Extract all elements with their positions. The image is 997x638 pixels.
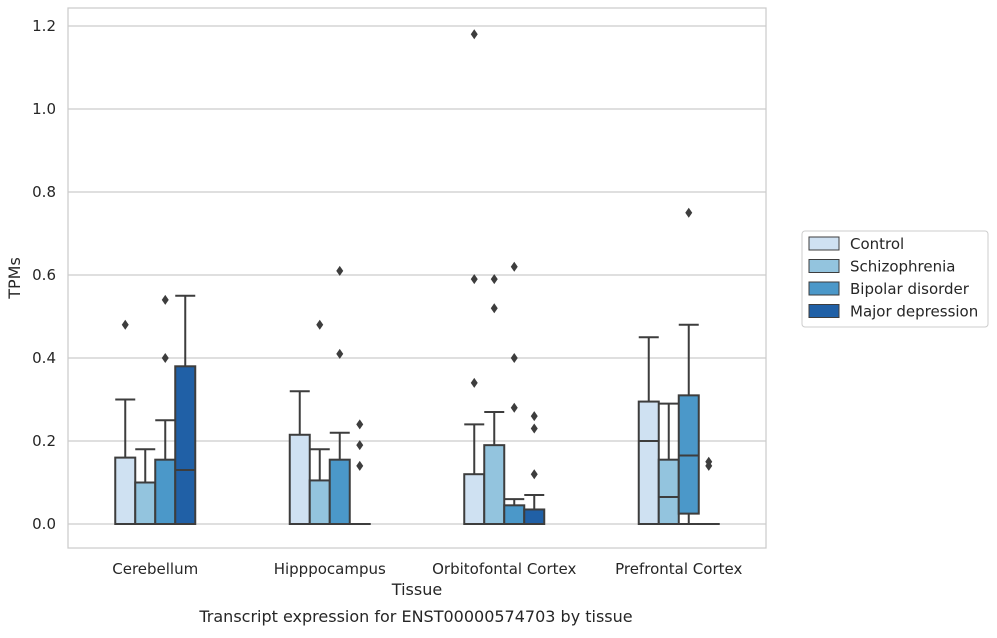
legend-swatch (809, 305, 839, 318)
y-tick-labels: 0.0 0.2 0.4 0.6 0.8 1.0 1.2 (32, 17, 56, 533)
x-axis-label: Tissue (391, 580, 442, 599)
box-body (115, 458, 135, 524)
box-body (504, 505, 524, 524)
y-tick-label: 0.4 (32, 349, 56, 367)
y-tick-label: 0.6 (32, 266, 56, 284)
box-body (155, 460, 175, 524)
x-tick-label: Cerebellum (112, 560, 198, 578)
y-tick-label: 0.8 (32, 183, 56, 201)
legend-swatch (809, 237, 839, 250)
box-body (464, 474, 484, 524)
figure-caption: Transcript expression for ENST0000057470… (198, 607, 632, 626)
y-tick-label: 0.0 (32, 515, 56, 533)
legend-swatch (809, 260, 839, 273)
box-body (135, 483, 155, 525)
x-tick-labels: Cerebellum Hipppocampus Orbitofontal Corte… (112, 560, 742, 578)
box-body (330, 460, 350, 524)
legend-label: Control (850, 235, 904, 253)
box-body (310, 480, 330, 524)
box-body (484, 445, 504, 524)
x-tick-label: Prefrontal Cortex (615, 560, 742, 578)
x-tick-label: Hipppocampus (274, 560, 386, 578)
box-body (524, 509, 544, 524)
y-tick-label: 0.2 (32, 432, 56, 450)
legend-label: Schizophrenia (850, 258, 955, 276)
y-tick-label: 1.0 (32, 100, 56, 118)
legend-swatch (809, 282, 839, 295)
legend: Control Schizophrenia Bipolar disorder Majo… (802, 231, 988, 327)
legend-label: Major depression (850, 303, 978, 321)
box-body (175, 366, 195, 524)
box-body (679, 395, 699, 513)
y-tick-label: 1.2 (32, 17, 56, 35)
y-axis-label: TPMs (5, 257, 24, 300)
box-body (290, 435, 310, 524)
legend-label: Bipolar disorder (850, 280, 970, 298)
x-tick-label: Orbitofontal Cortex (432, 560, 576, 578)
box-body (659, 460, 679, 524)
box-body (639, 402, 659, 524)
